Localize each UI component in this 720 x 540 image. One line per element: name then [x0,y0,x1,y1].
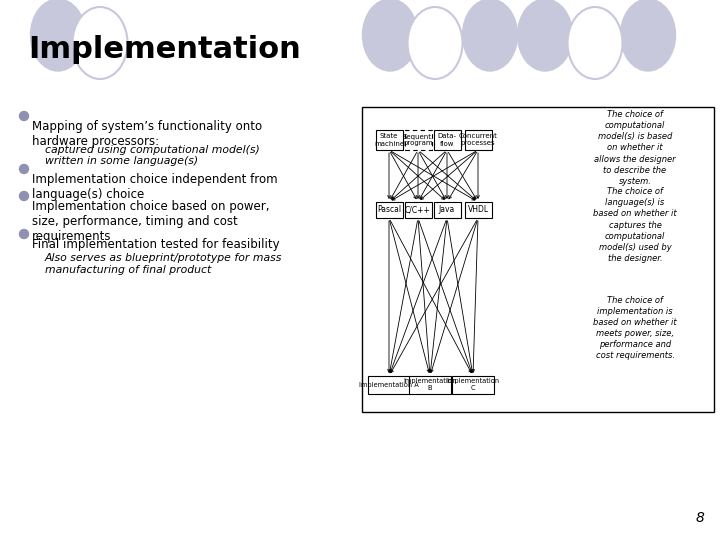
FancyBboxPatch shape [452,376,494,394]
Text: Implementation choice based on power,
size, performance, timing and cost
require: Implementation choice based on power, si… [32,200,269,243]
FancyBboxPatch shape [405,202,431,218]
Ellipse shape [518,0,572,71]
Text: Implementation
C: Implementation C [446,379,500,392]
Ellipse shape [621,0,675,71]
FancyBboxPatch shape [464,130,492,150]
Text: Implementation A: Implementation A [359,382,419,388]
FancyBboxPatch shape [433,130,461,150]
Ellipse shape [30,0,86,71]
Text: Mapping of system’s functionality onto
hardware processors:: Mapping of system’s functionality onto h… [32,120,262,148]
Text: Implementation: Implementation [28,36,301,64]
Text: written in some language(s): written in some language(s) [45,156,198,166]
Text: 8: 8 [696,511,704,525]
FancyBboxPatch shape [464,202,492,218]
Circle shape [34,138,40,145]
Text: Data-
flow: Data- flow [438,133,456,146]
Text: VHDL: VHDL [467,206,489,214]
Text: The choice of
implementation is
based on whether it
meets power, size,
performan: The choice of implementation is based on… [593,296,677,360]
Text: Java: Java [439,206,455,214]
Text: Final implementation tested for feasibility: Final implementation tested for feasibil… [32,238,279,251]
Circle shape [34,149,40,156]
Text: State
machine: State machine [374,133,404,146]
Text: Concurrent
processes: Concurrent processes [459,133,498,146]
Text: Implementation
B: Implementation B [403,379,456,392]
Ellipse shape [362,0,418,71]
FancyBboxPatch shape [433,202,461,218]
Circle shape [19,165,29,173]
FancyBboxPatch shape [409,376,451,394]
FancyBboxPatch shape [376,130,402,150]
Text: The choice of
language(s) is
based on whether it
captures the
computational
mode: The choice of language(s) is based on wh… [593,187,677,263]
Circle shape [19,111,29,120]
FancyBboxPatch shape [362,107,714,412]
Text: C/C++: C/C++ [405,206,431,214]
Text: captured using computational model(s): captured using computational model(s) [45,145,260,155]
Ellipse shape [408,7,462,79]
Circle shape [34,246,40,253]
Text: Pascal: Pascal [377,206,401,214]
Text: Also serves as blueprint/prototype for mass
manufacturing of final product: Also serves as blueprint/prototype for m… [45,253,282,275]
FancyBboxPatch shape [376,202,402,218]
Text: Sequent.
program: Sequent. program [402,133,433,146]
Circle shape [19,230,29,239]
Circle shape [19,192,29,200]
Text: Implementation choice independent from
language(s) choice: Implementation choice independent from l… [32,173,278,201]
FancyBboxPatch shape [368,376,410,394]
FancyBboxPatch shape [405,130,431,150]
Ellipse shape [73,7,127,79]
Ellipse shape [567,7,623,79]
Ellipse shape [462,0,518,71]
Text: The choice of
computational
model(s) is based
on whether it
allows the designer
: The choice of computational model(s) is … [594,110,676,186]
